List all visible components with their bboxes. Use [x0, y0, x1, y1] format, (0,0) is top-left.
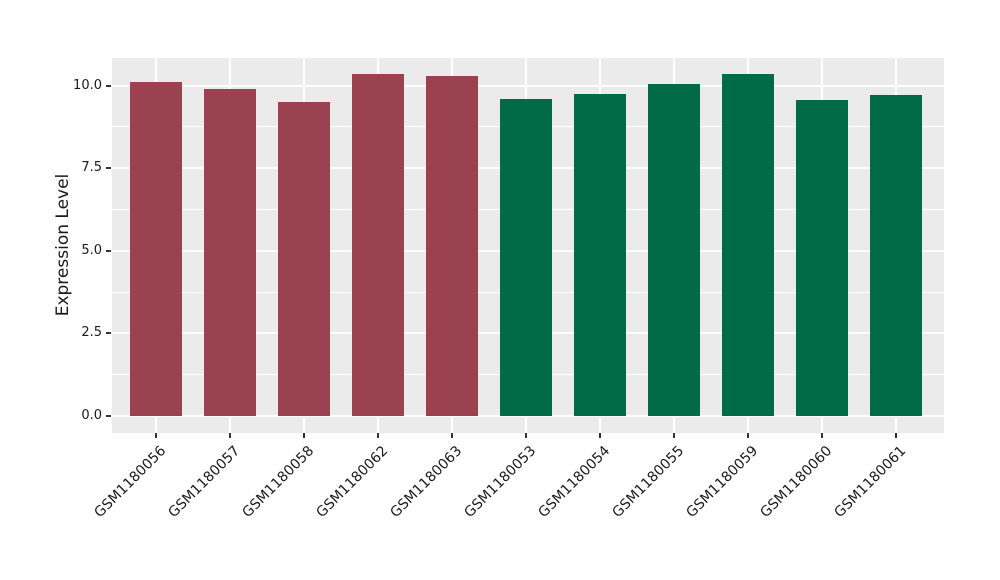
x-tick-mark	[747, 433, 749, 438]
x-tick-label: GSM1180062	[313, 443, 392, 521]
y-tick-mark	[106, 415, 111, 417]
y-tick-mark	[106, 167, 111, 170]
plot-panel	[112, 58, 944, 433]
x-tick-mark	[525, 433, 527, 438]
x-tick-label: GSM1180057	[165, 443, 244, 521]
bar-GSM1180059	[722, 73, 774, 416]
x-tick-mark	[451, 433, 453, 438]
x-tick-mark	[229, 433, 231, 438]
x-tick-mark	[377, 433, 379, 438]
y-tick-mark	[106, 249, 111, 252]
bar-GSM1180061	[870, 95, 922, 416]
x-tick-label: GSM1180061	[831, 443, 910, 521]
y-tick-mark	[106, 332, 111, 335]
bar-GSM1180053	[500, 98, 552, 416]
y-tick-label: 5.0	[81, 242, 102, 258]
x-tick-label: GSM1180053	[461, 443, 540, 521]
y-tick-label: 7.5	[81, 160, 102, 176]
bar-GSM1180062	[352, 73, 404, 416]
x-tick-label: GSM1180056	[91, 443, 170, 521]
bar-GSM1180055	[648, 83, 700, 416]
x-tick-label: GSM1180058	[239, 443, 318, 521]
bar-GSM1180058	[278, 102, 330, 416]
bar-GSM1180057	[204, 88, 256, 416]
x-tick-label: GSM1180060	[757, 443, 836, 521]
x-tick-label: GSM1180059	[683, 443, 762, 521]
y-tick-label: 2.5	[81, 325, 102, 341]
x-tick-mark	[673, 433, 675, 438]
x-tick-label: GSM1180063	[387, 443, 466, 521]
x-tick-mark	[821, 433, 823, 438]
y-tick-label: 0.0	[81, 408, 102, 423]
bar-GSM1180063	[426, 75, 478, 416]
x-tick-mark	[155, 433, 157, 438]
y-tick-label: 10.0	[73, 77, 102, 93]
major-gridline	[112, 84, 944, 87]
y-tick-mark	[106, 84, 111, 87]
x-tick-label: GSM1180054	[535, 443, 614, 521]
x-tick-mark	[895, 433, 897, 438]
x-tick-mark	[599, 433, 601, 438]
x-tick-mark	[303, 433, 305, 438]
bar-GSM1180060	[796, 100, 848, 416]
bar-GSM1180054	[574, 93, 626, 416]
x-tick-label: GSM1180055	[609, 443, 688, 521]
major-gridline	[112, 415, 944, 417]
bar-GSM1180056	[130, 82, 182, 416]
